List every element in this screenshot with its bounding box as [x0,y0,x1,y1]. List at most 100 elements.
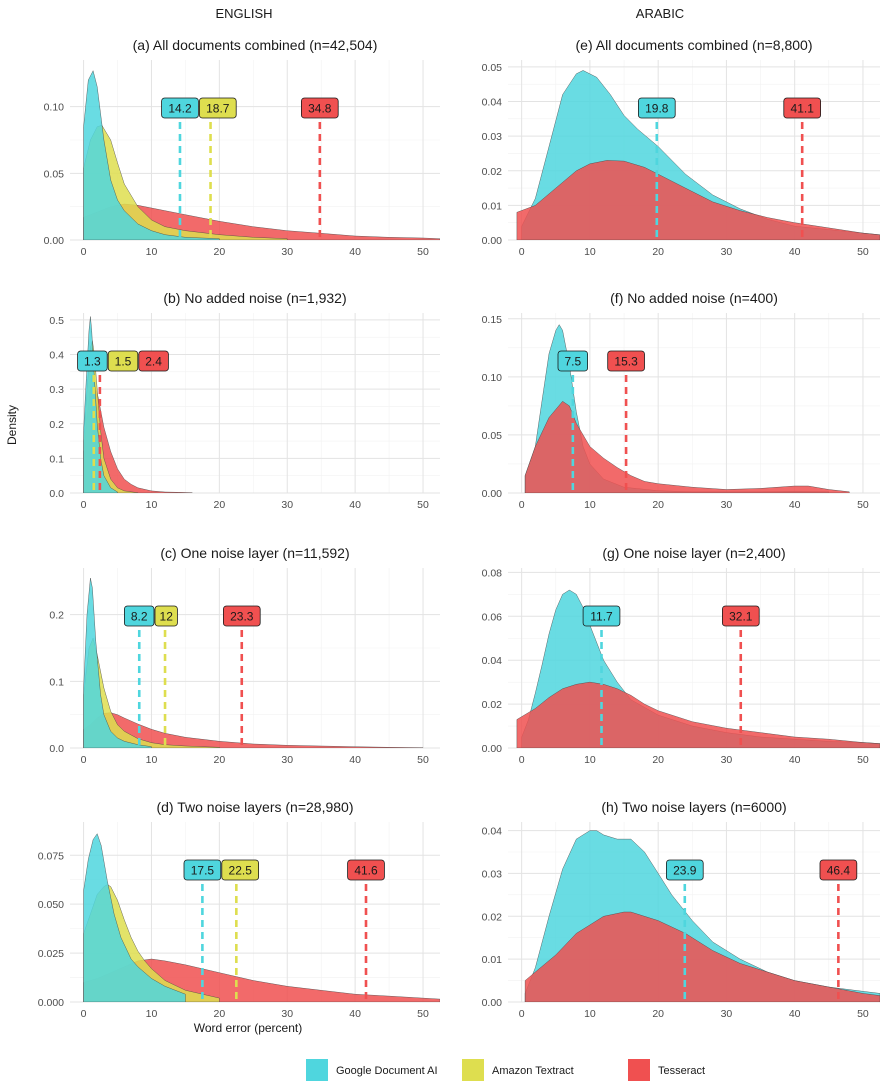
median-label-tesseract: 34.8 [300,97,339,119]
x-tick-label: 0 [519,1008,525,1020]
y-tick-label: 0.4 [49,350,64,362]
y-tick-label: 0.10 [482,372,503,384]
x-tick-label: 30 [281,1008,293,1020]
y-tick-label: 0.00 [482,235,503,247]
median-label-google-document-ai: 14.2 [161,97,199,119]
median-label-amazon-textract: 22.5 [221,859,260,881]
column-header-english: ENGLISH [215,6,272,21]
median-label-tesseract: 15.3 [607,350,645,372]
median-label-text: 15.3 [614,355,638,369]
y-axis-label: Density [5,405,19,445]
median-label-box [198,97,237,119]
density-area-tesseract [516,160,880,240]
median-label-text: 1.5 [115,355,132,369]
y-tick-label: 0.5 [49,315,64,327]
x-tick-label: 40 [789,754,801,766]
y-tick-label: 0.04 [482,655,503,667]
x-tick-label: 50 [857,1008,869,1020]
y-tick-label: 0.08 [482,567,503,579]
x-tick-label: 40 [349,754,361,766]
median-label-box [161,97,199,119]
median-label-box [221,859,260,881]
median-label-text: 41.1 [791,102,815,116]
plot-area [524,324,850,493]
x-tick-label: 20 [652,754,664,766]
median-label-tesseract: 41.1 [783,97,821,119]
median-label-box [582,605,621,627]
plot-area [524,830,880,1002]
median-label-text: 7.5 [564,355,581,369]
x-tick-label: 10 [146,754,158,766]
y-tick-label: 0.00 [44,235,65,247]
median-label-tesseract: 46.4 [819,859,858,881]
y-tick-label: 0.03 [482,868,503,880]
x-tick-label: 10 [584,246,596,258]
legend-key [628,1059,650,1081]
median-label-amazon-textract: 18.7 [198,97,237,119]
panel-title: (b) No added noise (n=1,932) [163,290,346,306]
y-tick-label: 0.15 [482,314,503,326]
x-tick-label: 20 [652,1008,664,1020]
x-tick-label: 20 [214,499,226,511]
x-tick-label: 0 [81,754,87,766]
median-label-google-document-ai: 7.5 [557,350,589,372]
x-tick-label: 30 [721,1008,733,1020]
y-tick-label: 0.2 [49,419,64,431]
median-label-text: 22.5 [229,864,253,878]
median-label-box [722,605,760,627]
y-tick-label: 0.01 [482,954,503,966]
y-tick-label: 0.00 [482,488,503,500]
median-label-box [666,859,704,881]
y-tick-label: 0.3 [49,384,64,396]
density-area-google-document-ai [83,70,220,240]
median-label-google-document-ai: 8.2 [124,605,155,627]
density-area-tesseract [524,401,850,493]
plot-area [83,70,440,240]
panel-6: (d) Two noise layers (n=28,980) 0 10 20 30 40… [38,799,440,1020]
x-tick-label: 30 [281,246,293,258]
median-label-tesseract: 2.4 [138,350,169,372]
x-tick-label: 0 [81,499,87,511]
median-label-text: 2.4 [145,355,162,369]
x-tick-label: 50 [857,246,869,258]
median-label-box [138,350,169,372]
x-tick-label: 40 [789,246,801,258]
y-tick-label: 0.02 [482,911,503,923]
median-label-text: 14.2 [168,102,192,116]
panel-title: (f) No added noise (n=400) [610,290,778,306]
y-tick-label: 0.0 [49,488,64,500]
median-label-google-document-ai: 1.3 [77,350,108,372]
x-tick-label: 10 [584,1008,596,1020]
median-label-tesseract: 32.1 [722,605,760,627]
x-tick-label: 50 [857,499,869,511]
x-tick-label: 0 [519,754,525,766]
median-label-text: 17.5 [191,864,215,878]
x-tick-label: 40 [349,499,361,511]
y-tick-label: 0.03 [482,131,503,143]
median-label-box [183,859,222,881]
y-tick-label: 0.2 [49,610,64,622]
median-label-amazon-textract: 12 [154,605,178,627]
median-label-text: 12 [160,610,174,624]
legend-label: Tesseract [658,1065,705,1077]
x-tick-label: 20 [214,754,226,766]
x-tick-label: 40 [349,1008,361,1020]
median-label-text: 34.8 [308,102,332,116]
x-tick-label: 30 [281,754,293,766]
x-tick-label: 0 [81,246,87,258]
legend-item-tesseract: Tesseract [628,1059,705,1081]
y-tick-label: 0.1 [49,676,64,688]
y-tick-label: 0.050 [38,899,64,911]
median-label-google-document-ai: 23.9 [666,859,704,881]
y-tick-label: 0.06 [482,611,503,623]
y-tick-label: 0.05 [44,168,65,180]
legend-key [462,1059,484,1081]
panel-5: (g) One noise layer (n=2,400) 0 10 20 30 40 50… [482,545,880,766]
panel-title: (g) One noise layer (n=2,400) [602,545,785,561]
x-tick-label: 50 [417,1008,429,1020]
median-label-box [819,859,858,881]
y-tick-label: 0.1 [49,453,64,465]
legend-item-google-document-ai: Google Document AI [306,1059,438,1081]
x-tick-label: 10 [146,499,158,511]
y-tick-label: 0.04 [482,97,503,109]
